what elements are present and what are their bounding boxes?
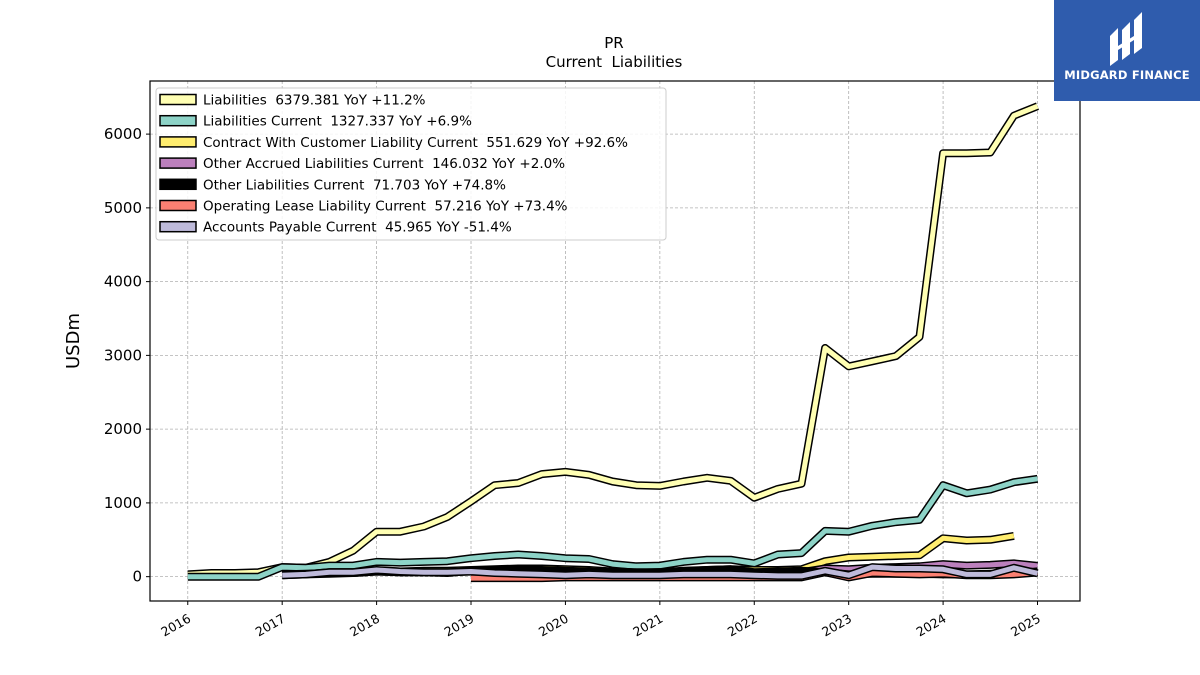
chart-subtitle: Current Liabilities [546,53,683,71]
y-axis-label: USDm [63,313,84,369]
legend-entry: Operating Lease Liability Current 57.216… [203,199,568,215]
logo-icon [1110,12,1142,66]
x-tick-label: 2016 [158,611,193,640]
y-tick-label: 5000 [104,199,142,217]
legend: Liabilities 6379.381 YoY +11.2% Liabiliti… [155,87,667,241]
legend-entry: Contract With Customer Liability Current… [203,135,628,151]
chart-title: PR [604,34,623,52]
plot-area [149,80,1081,602]
x-tick-label: 2025 [1008,611,1043,640]
series-line [187,476,1038,580]
x-tick-label: 2022 [725,611,760,640]
y-tick-label: 6000 [104,125,142,143]
legend-entry: Liabilities Current 1327.337 YoY +6.9% [203,114,472,130]
legend-swatch [159,157,197,169]
x-axis: 2016 2017 2018 2019 2020 2021 2022 2023 2024 2025 [158,601,1043,640]
legend-box [155,87,667,241]
x-tick-label: 2020 [536,611,571,640]
y-tick-label: 3000 [104,346,142,364]
logo-text: MIDGARD FINANCE [1064,68,1190,82]
series-layer [187,102,1039,583]
x-tick-label: 2018 [347,611,382,640]
x-tick-label: 2019 [441,611,476,640]
x-tick-label: 2017 [253,611,288,640]
x-tick-label: 2024 [914,611,949,640]
series-line [282,564,1039,579]
legend-swatch [159,178,197,191]
legend-swatch [159,93,197,106]
y-axis: 0 1000 2000 3000 4000 5000 6000 [104,125,150,586]
legend-swatch [159,114,197,127]
legend-entry: Other Accrued Liabilities Current 146.03… [203,156,565,172]
x-tick-label: 2021 [630,611,665,640]
x-tick-label: 2023 [819,611,854,640]
y-tick-label: 2000 [104,420,142,438]
legend-entry: Accounts Payable Current 45.965 YoY -51.… [203,220,512,236]
legend-entry: Other Liabilities Current 71.703 YoY +74… [203,177,506,193]
legend-entry: Liabilities 6379.381 YoY +11.2% [203,93,426,109]
brand-logo: MIDGARD FINANCE [1054,0,1200,101]
series-6 [282,563,1039,580]
series-1 [187,474,1039,581]
y-tick-label: 4000 [104,273,142,291]
y-tick-label: 0 [132,568,142,586]
legend-swatch [159,199,197,212]
legend-swatch [159,220,197,233]
legend-swatch [159,136,197,148]
y-tick-label: 1000 [104,494,142,512]
